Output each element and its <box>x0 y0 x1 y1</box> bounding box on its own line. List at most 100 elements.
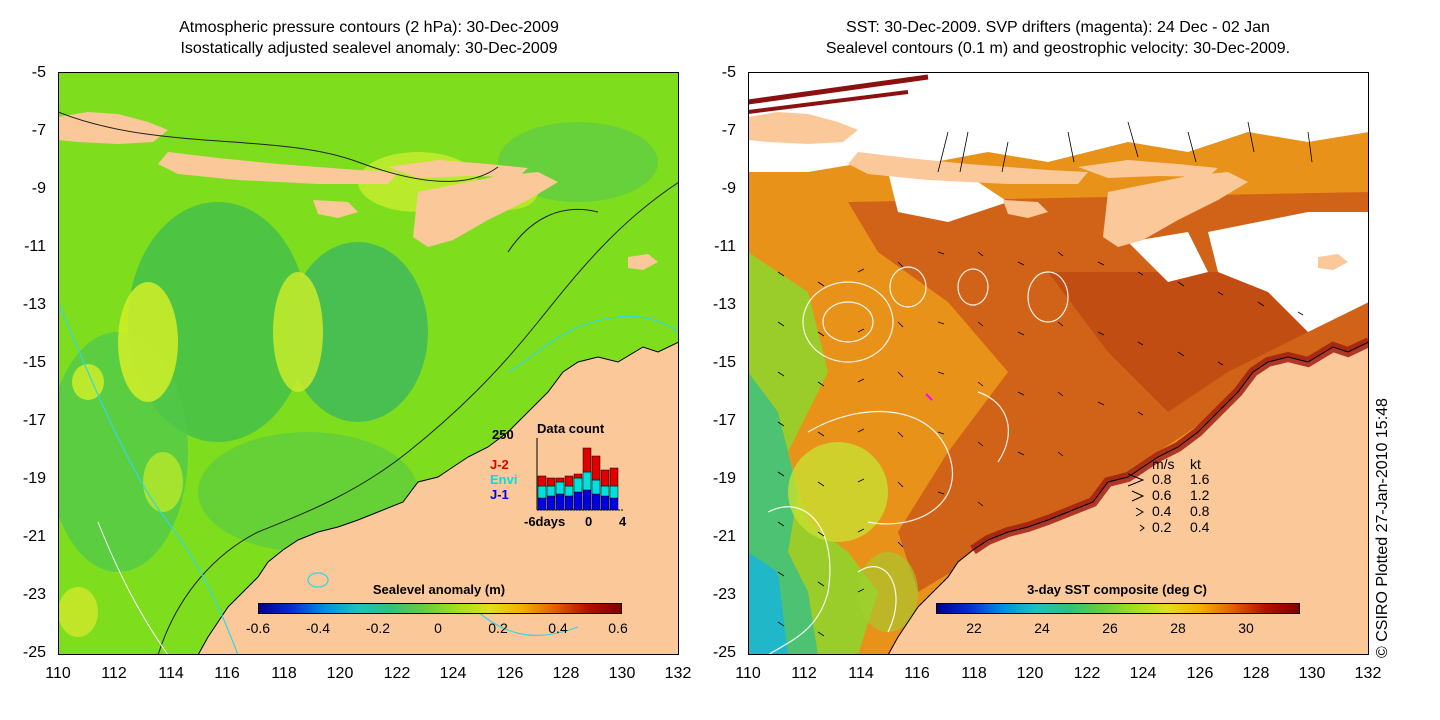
inset-bar <box>582 471 592 491</box>
x-tick: 122 <box>383 665 411 682</box>
y-tick: -7 <box>721 122 736 139</box>
velocity-legend-ms: 0.4 <box>1152 503 1172 519</box>
credit-text: © CSIRO Plotted 27-Jan-2010 15:48 <box>1374 398 1391 658</box>
inset-legend-j2: J-2 <box>490 457 509 472</box>
inset-bar <box>555 481 565 495</box>
sst-tick: 26 <box>1102 620 1118 636</box>
y-tick: -9 <box>721 180 736 197</box>
velocity-legend-kt: 0.8 <box>1190 503 1210 519</box>
sla-tick: -0.2 <box>365 620 391 636</box>
y-tick: -21 <box>22 528 46 545</box>
x-tick: 114 <box>158 665 184 682</box>
velocity-legend-header-ms: m/s <box>1152 456 1175 472</box>
inset-bar <box>591 455 601 481</box>
y-tick: -5 <box>721 64 736 81</box>
x-tick: 118 <box>271 665 297 682</box>
sst-tick: 30 <box>1238 620 1254 636</box>
inset-bar <box>609 485 619 499</box>
sla-tick: 0.4 <box>548 620 568 636</box>
y-tick: -5 <box>31 64 46 81</box>
sst-tick: 28 <box>1170 620 1186 636</box>
x-tick: 130 <box>1298 665 1326 682</box>
inset-bar <box>591 479 601 495</box>
y-tick: -17 <box>712 412 736 429</box>
y-tick: -19 <box>22 470 46 487</box>
inset-bar <box>600 485 610 497</box>
sst-colorbar-title: 3-day SST composite (deg C) <box>1027 582 1207 597</box>
y-tick: -9 <box>31 180 46 197</box>
inset-bar <box>564 475 574 487</box>
velocity-legend-kt: 1.6 <box>1190 471 1210 487</box>
x-tick: 124 <box>439 665 467 682</box>
inset-bar <box>546 485 556 497</box>
right-title-line1: SST: 30-Dec-2009. SVP drifters (magenta)… <box>846 19 1270 36</box>
x-tick: 122 <box>1073 665 1101 682</box>
right-title-line2: Sealevel contours (0.1 m) and geostrophi… <box>825 40 1291 57</box>
x-tick: 110 <box>45 665 71 682</box>
y-tick: -23 <box>22 586 46 603</box>
inset-y-max-label: 250 <box>492 427 514 442</box>
x-tick: 128 <box>1242 665 1270 682</box>
y-tick: -21 <box>712 528 736 545</box>
x-tick: 128 <box>552 665 580 682</box>
y-tick: -15 <box>712 354 736 371</box>
x-tick: 126 <box>496 665 524 682</box>
x-tick: 120 <box>326 665 354 682</box>
inset-legend-envi: Envi <box>490 472 518 487</box>
velocity-legend-kt: 0.4 <box>1190 519 1210 535</box>
sst-map <box>748 72 1369 655</box>
y-tick: -13 <box>712 296 736 313</box>
inset-bar <box>582 447 592 473</box>
inset-bar <box>537 485 547 499</box>
velocity-legend-ms: 0.2 <box>1152 519 1172 535</box>
y-tick: -11 <box>714 238 736 255</box>
inset-bar <box>537 475 547 487</box>
inset-bars <box>536 438 624 511</box>
left-title-line2: Isostatically adjusted sealevel anomaly:… <box>180 40 558 57</box>
inset-bar <box>564 495 574 511</box>
velocity-legend-ms: 0.8 <box>1152 471 1172 487</box>
sla-tick: 0.2 <box>488 620 508 636</box>
inset-bar <box>546 477 556 487</box>
inset-bar <box>573 477 583 493</box>
inset-bar <box>564 485 574 497</box>
velocity-vectors <box>777 121 1313 637</box>
y-tick: -13 <box>22 296 46 313</box>
y-tick: -7 <box>31 122 46 139</box>
sla-tick: 0 <box>434 620 442 636</box>
sla-tick: -0.6 <box>245 620 271 636</box>
inset-bar <box>555 493 565 511</box>
inset-bar <box>609 497 619 511</box>
sla-colorbar <box>258 603 622 614</box>
x-tick: 116 <box>214 665 240 682</box>
x-tick: 130 <box>608 665 636 682</box>
inset-title: Data count <box>537 421 605 436</box>
sst-tick: 22 <box>966 620 982 636</box>
sla-map <box>58 72 679 655</box>
x-tick: 124 <box>1129 665 1157 682</box>
x-tick: 112 <box>791 665 817 682</box>
velocity-arrow-icon <box>1135 507 1145 517</box>
y-tick: -11 <box>24 238 46 255</box>
inset-bar <box>600 469 610 487</box>
inset-x-label-start: -6days <box>524 514 566 529</box>
inset-x-label-end: 4 <box>619 514 627 529</box>
x-tick: 132 <box>664 665 692 682</box>
inset-bar <box>573 473 583 479</box>
sst-colorbar <box>936 603 1300 614</box>
inset-bar <box>537 497 547 511</box>
y-tick: -25 <box>22 644 46 661</box>
inset-bar <box>546 495 556 511</box>
y-tick: -25 <box>712 644 736 661</box>
y-tick: -19 <box>712 470 736 487</box>
y-tick: -15 <box>22 354 46 371</box>
sla-tick: -0.4 <box>305 620 331 636</box>
y-tick: -17 <box>22 412 46 429</box>
x-tick: 112 <box>101 665 127 682</box>
inset-bar <box>591 493 601 511</box>
sst-tick: 24 <box>1034 620 1050 636</box>
inset-bar <box>600 495 610 511</box>
x-tick: 114 <box>848 665 874 682</box>
velocity-arrow-icon <box>1139 524 1145 532</box>
inset-bar <box>573 491 583 511</box>
